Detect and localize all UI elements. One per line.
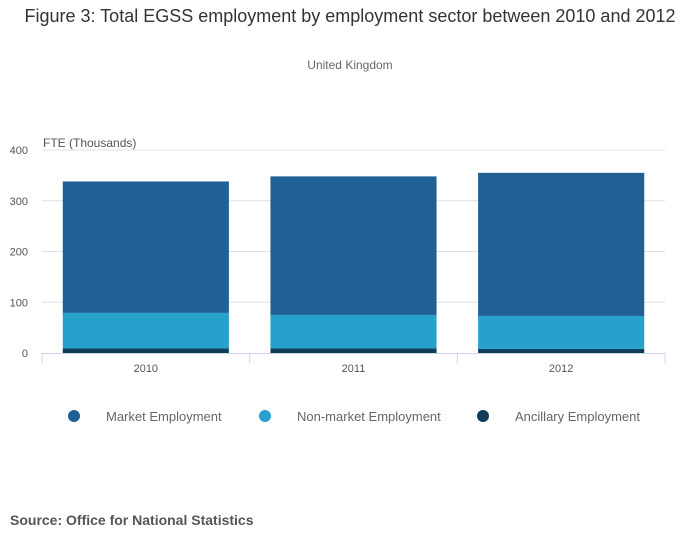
legend-dot-icon [259, 410, 271, 422]
bar-ancillary-employment-2011[interactable] [270, 348, 437, 353]
bar-market-employment-2010[interactable] [62, 181, 229, 313]
bar-market-employment-2011[interactable] [270, 176, 437, 315]
legend-dot-icon [68, 410, 80, 422]
y-tick-label: 0 [22, 348, 28, 360]
legend-dot-icon [477, 410, 489, 422]
bar-non-market-employment-2012[interactable] [478, 315, 645, 349]
y-tick-label: 200 [10, 247, 28, 259]
source-note: Source: Office for National Statistics [10, 512, 254, 528]
x-tick-label: 2011 [342, 363, 366, 375]
x-tick-label: 2012 [549, 363, 573, 375]
chart-subtitle: United Kingdom [307, 58, 393, 72]
legend-label: Ancillary Employment [515, 408, 640, 424]
x-tick-label: 2010 [134, 363, 158, 375]
bar-non-market-employment-2011[interactable] [270, 314, 437, 349]
legend-label: Market Employment [106, 408, 222, 424]
chart-legend: Market Employment Non-market Employment … [0, 406, 700, 428]
bar-market-employment-2012[interactable] [478, 172, 645, 316]
y-axis-title: FTE (Thousands) [43, 136, 136, 150]
chart-plot: 0 100 200 300 400 2010 2011 2012 FTE (Thousands… [10, 136, 666, 375]
legend-item-ancillary[interactable]: Ancillary Employment [477, 406, 640, 426]
legend-item-non-market[interactable]: Non-market Employment [259, 406, 441, 426]
chart-title: Figure 3: Total EGSS employment by emplo… [24, 6, 676, 26]
y-tick-label: 300 [10, 196, 28, 208]
legend-item-market[interactable]: Market Employment [68, 406, 222, 426]
bar-non-market-employment-2010[interactable] [62, 312, 229, 349]
legend-label: Non-market Employment [297, 408, 441, 424]
y-tick-label: 100 [10, 297, 28, 309]
bar-ancillary-employment-2012[interactable] [478, 348, 645, 353]
bar-ancillary-employment-2010[interactable] [62, 348, 229, 353]
y-tick-label: 400 [10, 145, 28, 157]
